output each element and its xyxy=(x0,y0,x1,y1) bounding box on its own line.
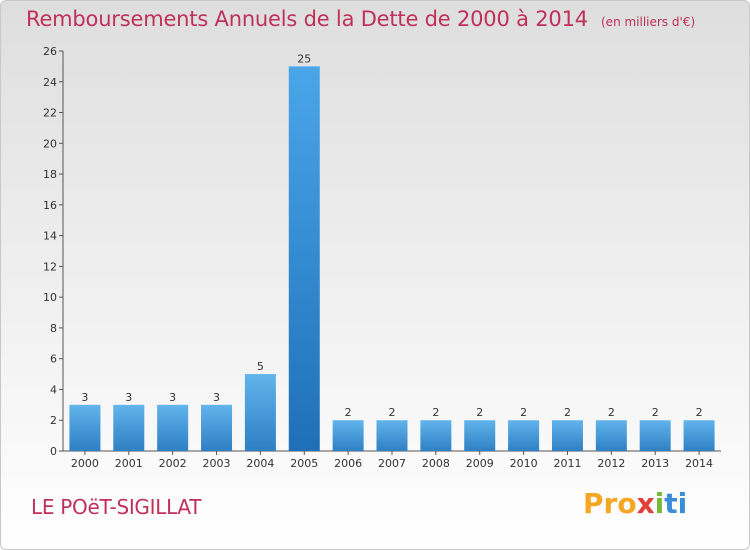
bar xyxy=(332,420,364,451)
bar xyxy=(113,404,145,451)
x-tick-label: 2007 xyxy=(378,457,406,470)
y-tick-label: 20 xyxy=(43,137,57,150)
data-label: 25 xyxy=(297,52,311,65)
logo-part: ti xyxy=(664,487,688,520)
y-tick-label: 24 xyxy=(43,76,57,89)
x-tick-label: 2012 xyxy=(597,457,625,470)
logo-part: x xyxy=(636,487,655,520)
logo-part: i xyxy=(654,487,665,520)
y-tick-label: 18 xyxy=(43,168,57,181)
bar xyxy=(244,374,276,451)
y-tick-label: 0 xyxy=(50,445,57,458)
data-label: 2 xyxy=(432,406,439,419)
x-tick-label: 2006 xyxy=(334,457,362,470)
y-tick-label: 8 xyxy=(50,322,57,335)
chart-subtitle: (en milliers d'€) xyxy=(601,15,696,29)
chart-title: Remboursements Annuels de la Dette de 20… xyxy=(26,7,588,31)
bar xyxy=(639,420,671,451)
data-label: 2 xyxy=(345,406,352,419)
y-tick-label: 26 xyxy=(43,45,57,58)
data-label: 3 xyxy=(81,391,88,404)
x-tick-label: 2013 xyxy=(641,457,669,470)
bar xyxy=(69,404,101,451)
data-label: 2 xyxy=(520,406,527,419)
y-tick-label: 12 xyxy=(43,260,57,273)
bar xyxy=(376,420,408,451)
bar xyxy=(551,420,583,451)
y-tick-label: 14 xyxy=(43,230,57,243)
data-label: 2 xyxy=(564,406,571,419)
x-tick-label: 2008 xyxy=(422,457,450,470)
y-tick-label: 2 xyxy=(50,414,57,427)
x-tick-label: 2011 xyxy=(553,457,581,470)
y-tick-label: 16 xyxy=(43,199,57,212)
x-tick-label: 2014 xyxy=(685,457,713,470)
data-label: 3 xyxy=(169,391,176,404)
bar xyxy=(683,420,715,451)
bar xyxy=(508,420,540,451)
data-label: 3 xyxy=(213,391,220,404)
y-tick-label: 4 xyxy=(50,383,57,396)
data-label: 2 xyxy=(652,406,659,419)
x-tick-label: 2010 xyxy=(510,457,538,470)
x-tick-label: 2000 xyxy=(71,457,99,470)
bar xyxy=(595,420,627,451)
y-tick-label: 22 xyxy=(43,107,57,120)
y-tick-label: 6 xyxy=(50,353,57,366)
bar xyxy=(464,420,496,451)
y-tick-label: 10 xyxy=(43,291,57,304)
x-tick-label: 2003 xyxy=(203,457,231,470)
data-label: 3 xyxy=(125,391,132,404)
bar xyxy=(420,420,452,451)
bar xyxy=(288,66,320,451)
x-tick-label: 2001 xyxy=(115,457,143,470)
data-label: 2 xyxy=(696,406,703,419)
data-label: 2 xyxy=(476,406,483,419)
data-label: 5 xyxy=(257,360,264,373)
data-label: 2 xyxy=(608,406,615,419)
title-row: Remboursements Annuels de la Dette de 20… xyxy=(26,7,695,31)
bar xyxy=(201,404,233,451)
x-tick-label: 2005 xyxy=(290,457,318,470)
bar xyxy=(157,404,189,451)
logo-part: Pro xyxy=(583,487,637,520)
x-tick-label: 2004 xyxy=(246,457,274,470)
x-tick-label: 2009 xyxy=(466,457,494,470)
x-tick-label: 2002 xyxy=(159,457,187,470)
proxiti-logo[interactable]: Proxiti xyxy=(583,487,687,520)
town-name: LE POëT-SIGILLAT xyxy=(31,495,202,519)
data-label: 2 xyxy=(389,406,396,419)
